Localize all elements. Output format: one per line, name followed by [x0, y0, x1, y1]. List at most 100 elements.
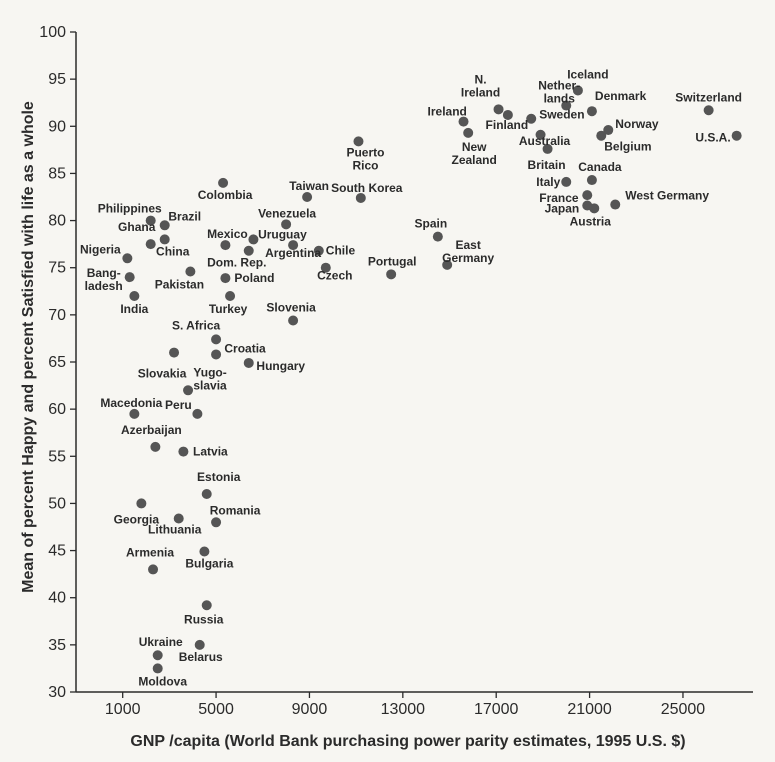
- point-label: Romania: [210, 503, 261, 517]
- data-point: [288, 240, 299, 251]
- point-label: Venezuela: [258, 206, 316, 220]
- data-point: [610, 199, 621, 210]
- point-label: Ireland: [428, 105, 467, 119]
- data-point: [432, 231, 443, 242]
- data-point: [463, 127, 474, 138]
- data-point: [152, 663, 163, 674]
- point-label: India: [120, 302, 148, 316]
- x-tick-label: 9000: [292, 701, 328, 718]
- point-label: Pakistan: [155, 277, 204, 291]
- data-point: [731, 130, 742, 141]
- y-axis-ticks: 30 35 40 45 50 55 60 65 70 75 80 85 90 95 100: [39, 24, 76, 701]
- point-label: Brazil: [168, 209, 201, 223]
- point-label: West Germany: [625, 189, 709, 203]
- data-point: [281, 219, 292, 230]
- point-label: Croatia: [224, 341, 266, 355]
- point-label: Czech: [317, 269, 352, 283]
- x-tick-label: 1000: [105, 701, 141, 718]
- point-label: Colombia: [198, 188, 253, 202]
- point-label: U.S.A.: [695, 131, 730, 145]
- point-label: Estonia: [197, 470, 241, 484]
- point-label: Italy: [536, 175, 560, 189]
- point-label: N. Ireland: [461, 72, 500, 99]
- data-point: [192, 408, 203, 419]
- point-label: Dom. Rep.: [207, 256, 266, 270]
- x-tick-label: 21000: [567, 701, 612, 718]
- y-tick-label: 40: [48, 590, 66, 607]
- point-label: Philippines: [98, 202, 162, 216]
- point-label: Bang-ladesh: [85, 266, 123, 293]
- point-label: East Germany: [442, 238, 494, 265]
- data-point: [148, 564, 159, 575]
- data-point: [386, 269, 397, 280]
- point-label: Portugal: [368, 254, 417, 268]
- data-points: [122, 85, 742, 674]
- data-point: [150, 441, 161, 452]
- data-point: [589, 203, 600, 214]
- x-axis-ticks: 1000 5000 9000 13000 17000 21000 25000: [105, 692, 705, 718]
- point-label: Taiwan: [289, 179, 329, 193]
- point-label: Macedonia: [100, 396, 162, 410]
- y-tick-label: 70: [48, 307, 66, 324]
- data-point: [502, 109, 513, 120]
- data-point: [129, 408, 140, 419]
- data-point: [586, 106, 597, 117]
- y-tick-label: 75: [48, 260, 66, 277]
- data-point: [288, 315, 299, 326]
- point-label: Switzerland: [675, 90, 742, 104]
- data-point: [248, 234, 259, 245]
- point-label: Moldova: [138, 674, 187, 688]
- point-label: Ukraine: [139, 635, 183, 649]
- data-point: [129, 291, 140, 301]
- point-label: Uruguay: [258, 227, 307, 241]
- x-tick-label: 17000: [474, 701, 519, 718]
- point-label: Poland: [234, 271, 274, 285]
- data-point: [194, 639, 205, 650]
- data-point: [302, 192, 313, 202]
- point-label: Canada: [578, 160, 622, 174]
- data-point: [526, 113, 537, 124]
- data-point: [185, 266, 196, 277]
- data-point: [458, 116, 469, 127]
- y-tick-label: 65: [48, 354, 66, 371]
- data-point: [220, 273, 231, 284]
- point-labels: Switzerland U.S.A. Iceland Denmark Nether-la…: [80, 67, 742, 688]
- point-label: Azerbaijan: [121, 423, 182, 437]
- data-point: [582, 190, 593, 201]
- point-label: China: [156, 244, 190, 258]
- point-label: Norway: [615, 117, 659, 131]
- data-point: [542, 143, 553, 154]
- data-point: [353, 136, 364, 147]
- x-tick-label: 25000: [661, 701, 706, 718]
- point-label: Nether-lands: [538, 79, 580, 106]
- data-point: [169, 347, 180, 358]
- data-point: [535, 129, 546, 140]
- data-point: [220, 240, 231, 251]
- data-point: [218, 177, 229, 188]
- point-label: Slovakia: [138, 367, 187, 381]
- data-point: [211, 517, 222, 528]
- point-label: France: [539, 191, 579, 205]
- point-label: Chile: [326, 244, 356, 258]
- y-tick-label: 50: [48, 495, 66, 512]
- data-point: [442, 259, 453, 270]
- point-label: Bulgaria: [185, 557, 233, 571]
- data-point: [122, 253, 133, 264]
- y-tick-label: 35: [48, 637, 66, 654]
- y-tick-label: 85: [48, 165, 66, 182]
- data-point: [178, 446, 189, 457]
- y-tick-label: 90: [48, 118, 66, 135]
- y-tick-label: 95: [48, 71, 66, 88]
- point-label: New Zealand: [452, 140, 497, 167]
- point-label: Ghana: [118, 220, 156, 234]
- point-label: Armenia: [126, 545, 174, 559]
- point-label: Russia: [184, 612, 224, 626]
- data-point: [493, 104, 504, 115]
- data-point: [703, 105, 714, 116]
- point-label: Turkey: [209, 302, 248, 316]
- data-point: [145, 215, 156, 226]
- point-label: Belgium: [604, 140, 651, 154]
- data-point: [355, 192, 366, 203]
- data-point: [124, 272, 135, 283]
